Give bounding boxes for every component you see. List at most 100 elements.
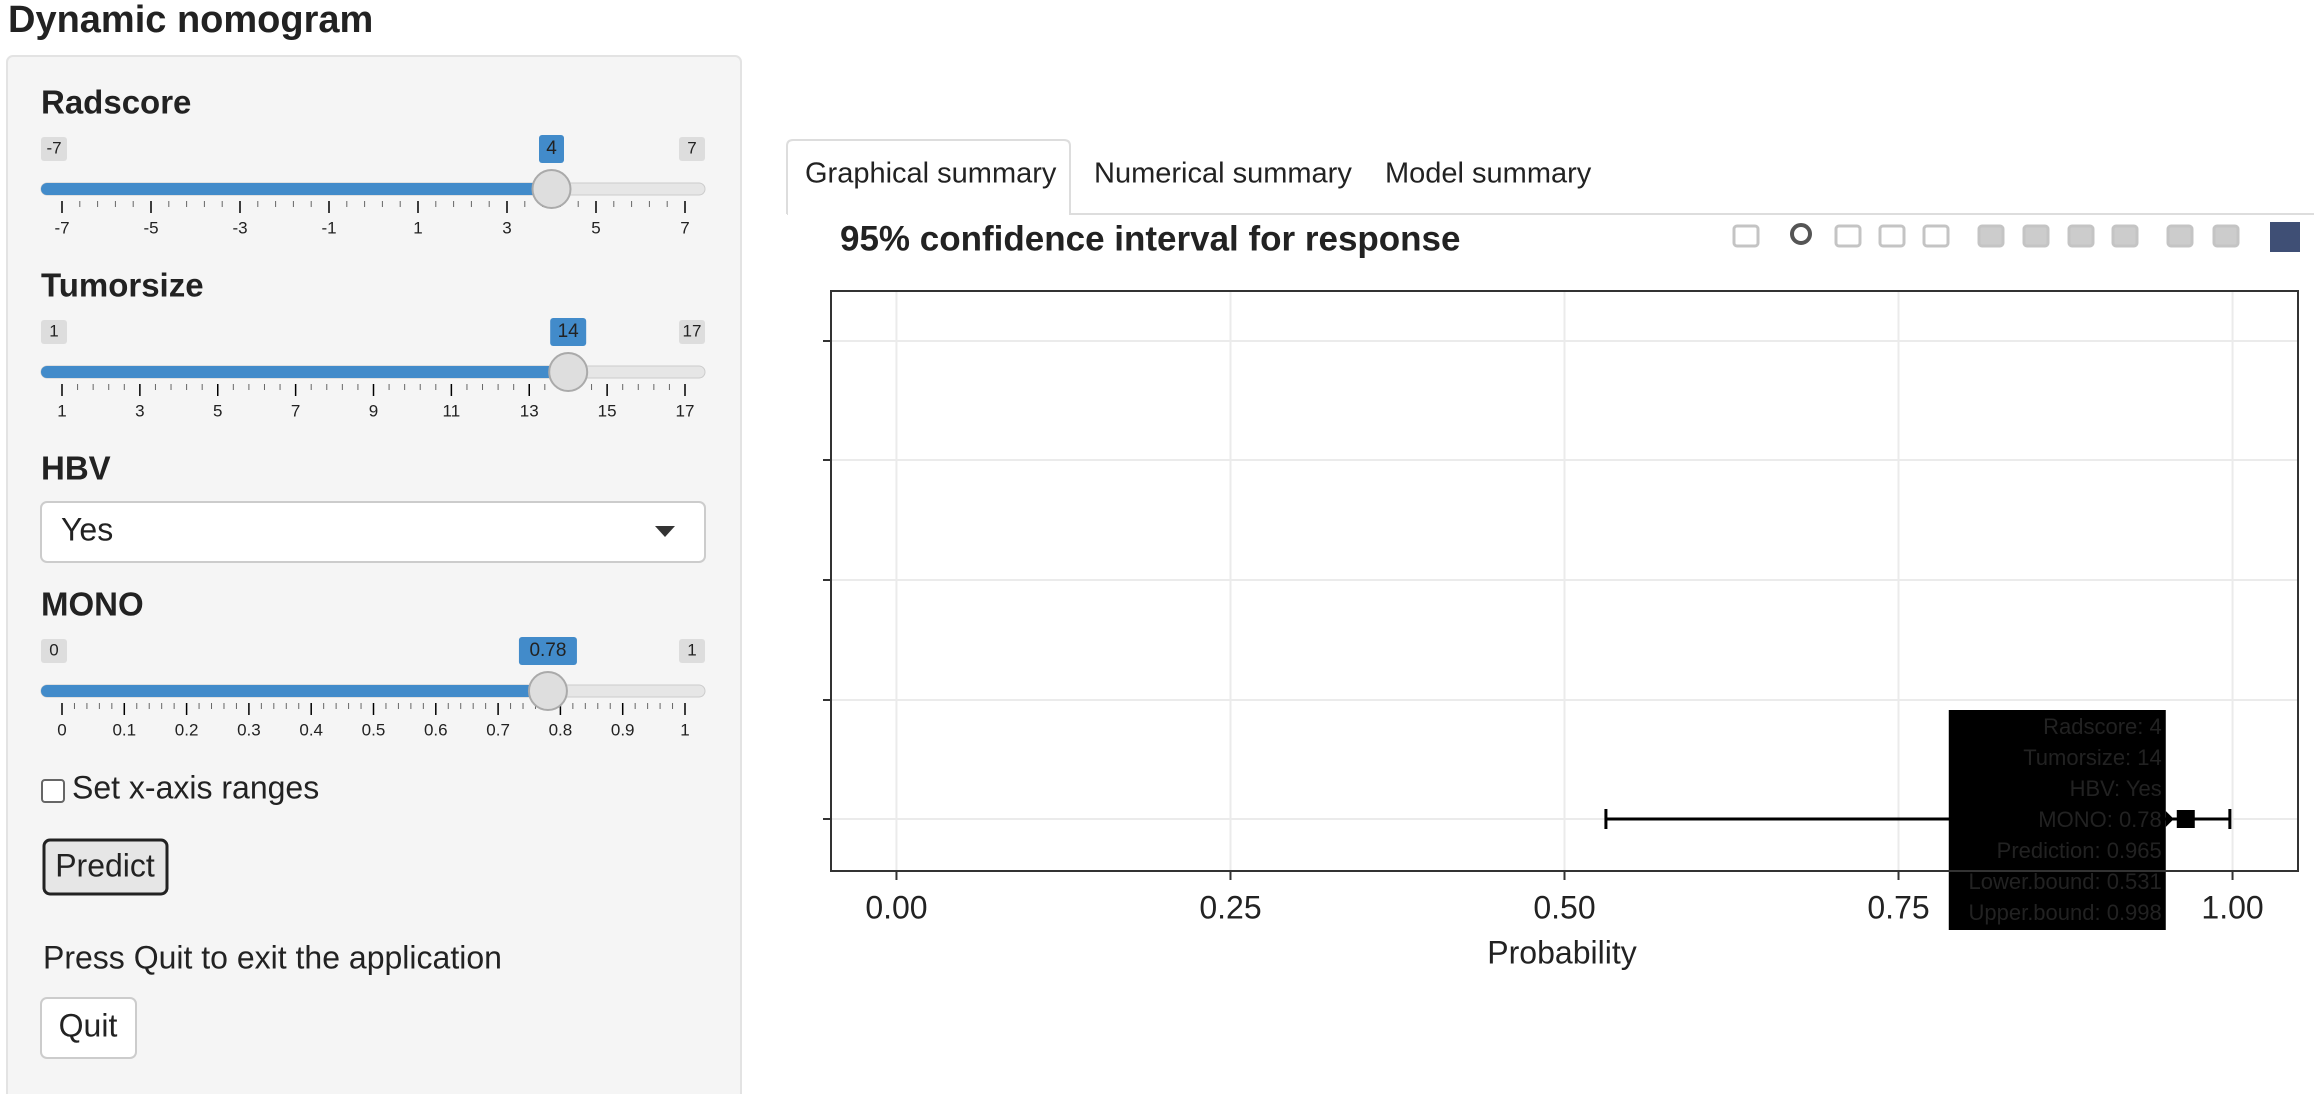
- modebar-icon[interactable]: [1834, 224, 1862, 248]
- select-caret: [655, 526, 675, 537]
- checkbox[interactable]: [41, 779, 65, 803]
- quit-text: Press Quit to exit the application: [43, 939, 502, 975]
- checkbox-label: Set x-axis ranges: [72, 769, 319, 805]
- slider-tick-label: 15: [598, 401, 617, 420]
- slider-fill: [41, 183, 552, 195]
- slider-max-box: [679, 639, 705, 663]
- slider-fill: [41, 685, 548, 697]
- slider-tick-label: 7: [291, 401, 300, 420]
- slider-value: 0.78: [529, 640, 566, 661]
- tooltip-line: MONO: 0.78: [2038, 807, 2161, 832]
- x-tick-label: 1.00: [2201, 889, 2263, 925]
- quit-button-label: Quit: [59, 1007, 118, 1043]
- slider-value-box: [550, 318, 587, 346]
- tooltip-line: Prediction: 0.965: [1997, 838, 2162, 863]
- slider-fill: [41, 366, 569, 378]
- slider-tick-label: 0.7: [486, 720, 510, 739]
- modebar-icon[interactable]: [2166, 224, 2194, 248]
- slider-tick-label: 5: [591, 218, 600, 237]
- slider-max: 17: [683, 321, 702, 340]
- plot: 0.00 0.25 0.50 0.75 1.00 Radscore: 4 Tumorsize…: [823, 291, 2298, 930]
- modebar-icon[interactable]: [1878, 224, 1906, 248]
- x-tick-label: 0.00: [865, 889, 927, 925]
- slider-tick-label: 0.8: [549, 720, 573, 739]
- modebar-icon[interactable]: [2067, 224, 2095, 248]
- slider-tick-label: 0.2: [175, 720, 199, 739]
- x-tick-label: 0.25: [1199, 889, 1261, 925]
- slider-tick-label: 3: [502, 218, 511, 237]
- tooltip-line: Upper.bound: 0.998: [1968, 900, 2161, 925]
- slider-tick-label: 11: [443, 401, 461, 420]
- slider-min-box: [41, 639, 67, 663]
- slider-tick-label: 0.5: [362, 720, 386, 739]
- slider-tick-label: 0.3: [237, 720, 261, 739]
- tooltip-box: [1948, 710, 2166, 930]
- modebar: [1732, 222, 2300, 252]
- slider-value: 14: [558, 321, 580, 342]
- tooltip-line: HBV: Yes: [2070, 776, 2162, 801]
- slider-min: 0: [49, 640, 58, 659]
- x-axis-title: Probability: [1487, 934, 1636, 970]
- select-box[interactable]: [40, 501, 706, 563]
- slider-tick-label: 9: [369, 401, 378, 420]
- quit-button[interactable]: [40, 997, 137, 1059]
- slider-min-box: [41, 320, 67, 344]
- tooltip-line: Radscore: 4: [2043, 714, 2162, 739]
- slider-tick-label: 0.4: [299, 720, 323, 739]
- slider-min: 1: [49, 321, 58, 340]
- slider-tick-label: -1: [321, 218, 336, 237]
- active-tab[interactable]: [786, 139, 1071, 214]
- sidebar-panel: [6, 55, 742, 1094]
- plot-frame: [830, 290, 2299, 872]
- select-label: HBV: [41, 450, 111, 487]
- slider-max-box: [679, 320, 705, 344]
- tooltip-line: Lower.bound: 0.531: [1968, 869, 2161, 894]
- predict-button[interactable]: [42, 838, 169, 896]
- slider-tick-label: -7: [54, 218, 69, 237]
- x-tick-label: 0.75: [1867, 889, 1929, 925]
- slider-max: 7: [687, 138, 696, 157]
- modebar-icon[interactable]: [2212, 224, 2240, 248]
- modebar-icon[interactable]: [2022, 224, 2050, 248]
- slider-label: Radscore: [41, 84, 191, 121]
- prediction-point[interactable]: [2176, 810, 2195, 828]
- modebar-icon[interactable]: [1977, 224, 2005, 248]
- tab-label[interactable]: Model summary: [1385, 158, 1592, 190]
- slider-tick-label: 0: [57, 720, 66, 739]
- slider-thumb[interactable]: [531, 169, 572, 209]
- tab-label[interactable]: Numerical summary: [1094, 158, 1352, 190]
- tooltip-line: Tumorsize: 14: [2023, 745, 2162, 770]
- predict-button-label: Predict: [55, 847, 155, 883]
- modebar-icon[interactable]: [1922, 224, 1950, 248]
- slider-tick-label: 13: [520, 401, 539, 420]
- select-value: Yes: [61, 511, 113, 547]
- slider-max: 1: [687, 640, 696, 659]
- slider-tick-label: -3: [232, 218, 247, 237]
- x-tick-label: 0.50: [1533, 889, 1595, 925]
- slider-thumb[interactable]: [548, 352, 589, 392]
- active-tab-gap: [788, 205, 1069, 217]
- slider-tick-label: 1: [680, 720, 689, 739]
- slider-tick-label: 3: [135, 401, 144, 420]
- slider-tick-label: 0.6: [424, 720, 448, 739]
- slider-label: Tumorsize: [41, 267, 204, 304]
- slider-value: 4: [546, 138, 557, 159]
- slider-tick-label: 0.1: [112, 720, 136, 739]
- modebar-icon[interactable]: [1790, 223, 1812, 245]
- modebar-icon[interactable]: [2111, 224, 2139, 248]
- slider-min-box: [41, 137, 67, 161]
- tooltip-pointer: [2165, 811, 2174, 827]
- slider-tick-label: 17: [676, 401, 695, 420]
- slider-min: -7: [46, 138, 61, 157]
- modebar-icon[interactable]: [1732, 224, 1760, 248]
- plot-title: 95% confidence interval for response: [840, 219, 1460, 258]
- modebar-logo[interactable]: [2270, 222, 2300, 252]
- slider-value-box: [518, 637, 577, 665]
- slider-thumb[interactable]: [527, 671, 568, 711]
- tab-label[interactable]: Graphical summary: [805, 158, 1057, 190]
- slider-tick-label: 1: [57, 401, 66, 420]
- slider-max-box: [679, 137, 705, 161]
